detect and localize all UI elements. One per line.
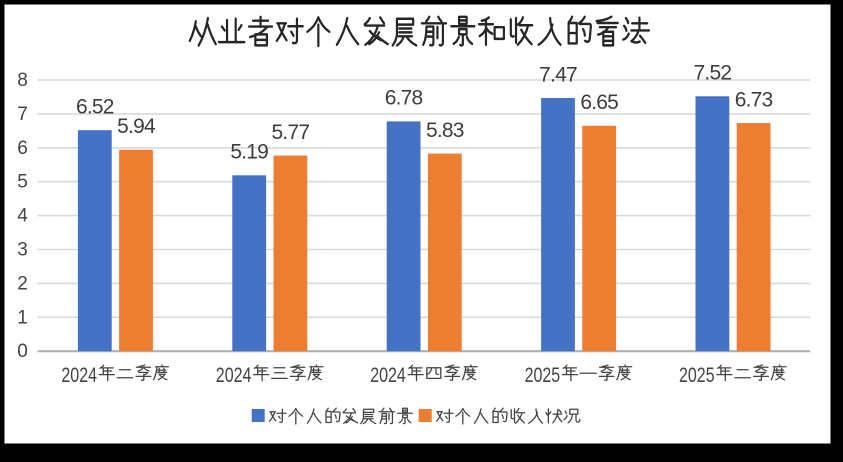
svg-text:5.94: 5.94 xyxy=(117,115,156,138)
svg-text:7: 7 xyxy=(17,104,28,125)
svg-text:0: 0 xyxy=(17,341,28,362)
svg-text:2025: 2025 xyxy=(679,364,715,388)
svg-text:6.52: 6.52 xyxy=(76,96,114,119)
svg-text:2: 2 xyxy=(17,273,28,294)
svg-text:1: 1 xyxy=(17,307,28,328)
svg-text:5: 5 xyxy=(17,172,28,193)
svg-text:5.83: 5.83 xyxy=(426,119,464,142)
svg-text:2024: 2024 xyxy=(370,364,406,388)
svg-text:6: 6 xyxy=(17,138,28,159)
svg-text:5.19: 5.19 xyxy=(230,141,268,164)
svg-text:2025: 2025 xyxy=(525,364,561,388)
svg-text:7.47: 7.47 xyxy=(539,63,577,86)
svg-text:3: 3 xyxy=(17,240,28,261)
svg-text:8: 8 xyxy=(17,70,28,91)
svg-text:7.52: 7.52 xyxy=(694,62,732,85)
svg-text:6.78: 6.78 xyxy=(385,87,423,110)
svg-text:6.65: 6.65 xyxy=(580,91,618,114)
svg-text:2024: 2024 xyxy=(61,364,97,388)
svg-text:4: 4 xyxy=(17,206,28,227)
svg-text:6.73: 6.73 xyxy=(735,88,773,111)
svg-text:2024: 2024 xyxy=(216,364,252,388)
svg-text:5.77: 5.77 xyxy=(272,121,310,144)
